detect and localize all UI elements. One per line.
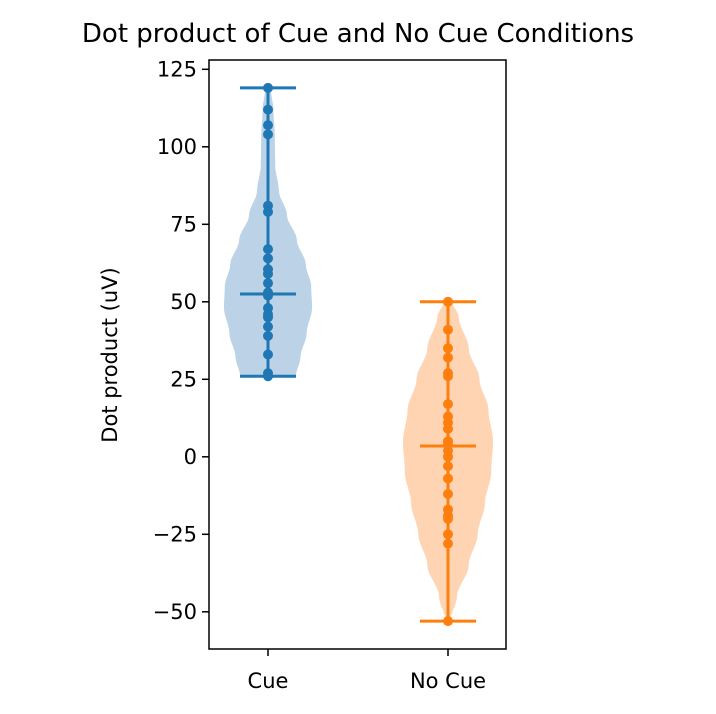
data-point [263,349,273,360]
y-tick-label: 50 [170,290,197,314]
data-point [443,371,453,382]
data-point [443,423,453,434]
data-point [263,268,273,279]
data-point [263,82,273,93]
y-axis-label: Dot product (uV) [98,267,122,442]
data-point [443,513,453,524]
data-point [263,104,273,115]
y-tick-label: 75 [170,212,197,236]
y-tick-label: 0 [184,445,197,469]
y-tick-label: 25 [170,367,197,391]
y-tick-label: 125 [157,57,197,81]
data-point [443,473,453,484]
y-tick-label: −25 [153,522,197,546]
data-point [443,538,453,549]
data-point [263,330,273,341]
y-axis: 125 100 75 50 25 0 −25 −50 [153,57,209,624]
data-point [263,371,273,382]
data-point [443,529,453,540]
data-point [263,253,273,264]
chart-title: Dot product of Cue and No Cue Conditions [82,19,634,49]
data-point [443,461,453,472]
data-point [263,244,273,255]
data-point [443,616,453,627]
data-point [443,343,453,354]
plot-frame [208,59,507,650]
data-point [263,129,273,140]
data-point [263,290,273,301]
data-point [263,312,273,323]
data-point [443,296,453,307]
data-point [443,352,453,363]
data-point [443,489,453,499]
data-point [443,399,453,410]
data-point [263,206,273,217]
y-tick-label: 100 [157,135,197,159]
x-axis: Cue No Cue [248,649,486,693]
data-point [263,321,273,332]
data-point [443,324,453,335]
x-tick-label: Cue [248,669,289,693]
x-tick-label: No Cue [410,669,486,693]
data-point [263,278,273,289]
data-points [263,82,453,627]
y-tick-label: −50 [153,600,197,624]
data-point [443,451,453,462]
data-point [263,120,273,131]
